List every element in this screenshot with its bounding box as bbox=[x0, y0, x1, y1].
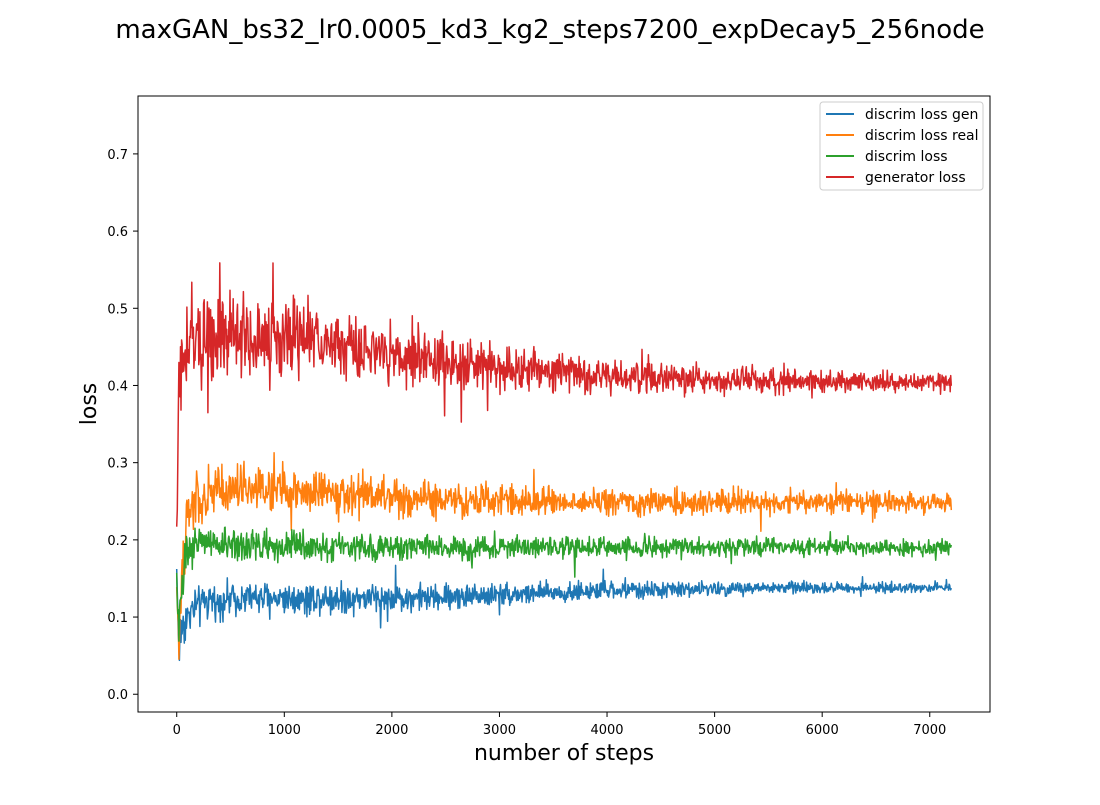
y-tick-label: 0.3 bbox=[107, 457, 128, 472]
series-line-generator-loss bbox=[175, 262, 953, 527]
series-line-discrim-loss-real bbox=[175, 452, 953, 660]
y-axis-ticks: 0.0 0.1 0.2 0.3 0.4 0.5 0.6 0.7 bbox=[107, 148, 138, 703]
x-tick-label: 7000 bbox=[913, 723, 946, 738]
y-tick-label: 0.5 bbox=[107, 302, 128, 317]
x-tick-label: 5000 bbox=[698, 723, 731, 738]
y-tick-label: 0.4 bbox=[107, 379, 128, 394]
x-tick-label: 2000 bbox=[375, 723, 408, 738]
legend-label-generator-loss: generator loss bbox=[865, 170, 966, 186]
legend-label-discrim-loss-real: discrim loss real bbox=[865, 128, 979, 144]
series-line-discrim-loss-gen bbox=[175, 564, 953, 662]
x-tick-label: 0 bbox=[173, 723, 181, 738]
chart-title: maxGAN_bs32_lr0.0005_kd3_kg2_steps7200_e… bbox=[115, 15, 984, 45]
x-tick-label: 6000 bbox=[806, 723, 839, 738]
y-tick-label: 0.1 bbox=[107, 611, 128, 626]
y-tick-label: 0.7 bbox=[107, 148, 128, 163]
legend-box bbox=[819, 101, 984, 191]
x-tick-label: 3000 bbox=[483, 723, 516, 738]
x-axis-label: number of steps bbox=[474, 741, 654, 766]
y-axis-label: loss bbox=[77, 383, 102, 426]
legend-label-discrim-loss: discrim loss bbox=[865, 149, 948, 165]
y-tick-label: 0.2 bbox=[107, 534, 128, 549]
plot-frame bbox=[137, 95, 991, 713]
x-tick-label: 4000 bbox=[590, 723, 623, 738]
x-axis-ticks: 0 1000 2000 3000 4000 5000 6000 7000 bbox=[173, 712, 946, 738]
x-tick-label: 1000 bbox=[268, 723, 301, 738]
legend: discrim loss gen discrim loss real discr… bbox=[819, 101, 984, 191]
y-tick-label: 0.0 bbox=[107, 688, 128, 703]
series-line-discrim-loss bbox=[175, 526, 953, 642]
y-tick-label: 0.6 bbox=[107, 225, 128, 240]
series-layer bbox=[175, 262, 953, 662]
legend-label-discrim-loss-gen: discrim loss gen bbox=[865, 107, 978, 123]
